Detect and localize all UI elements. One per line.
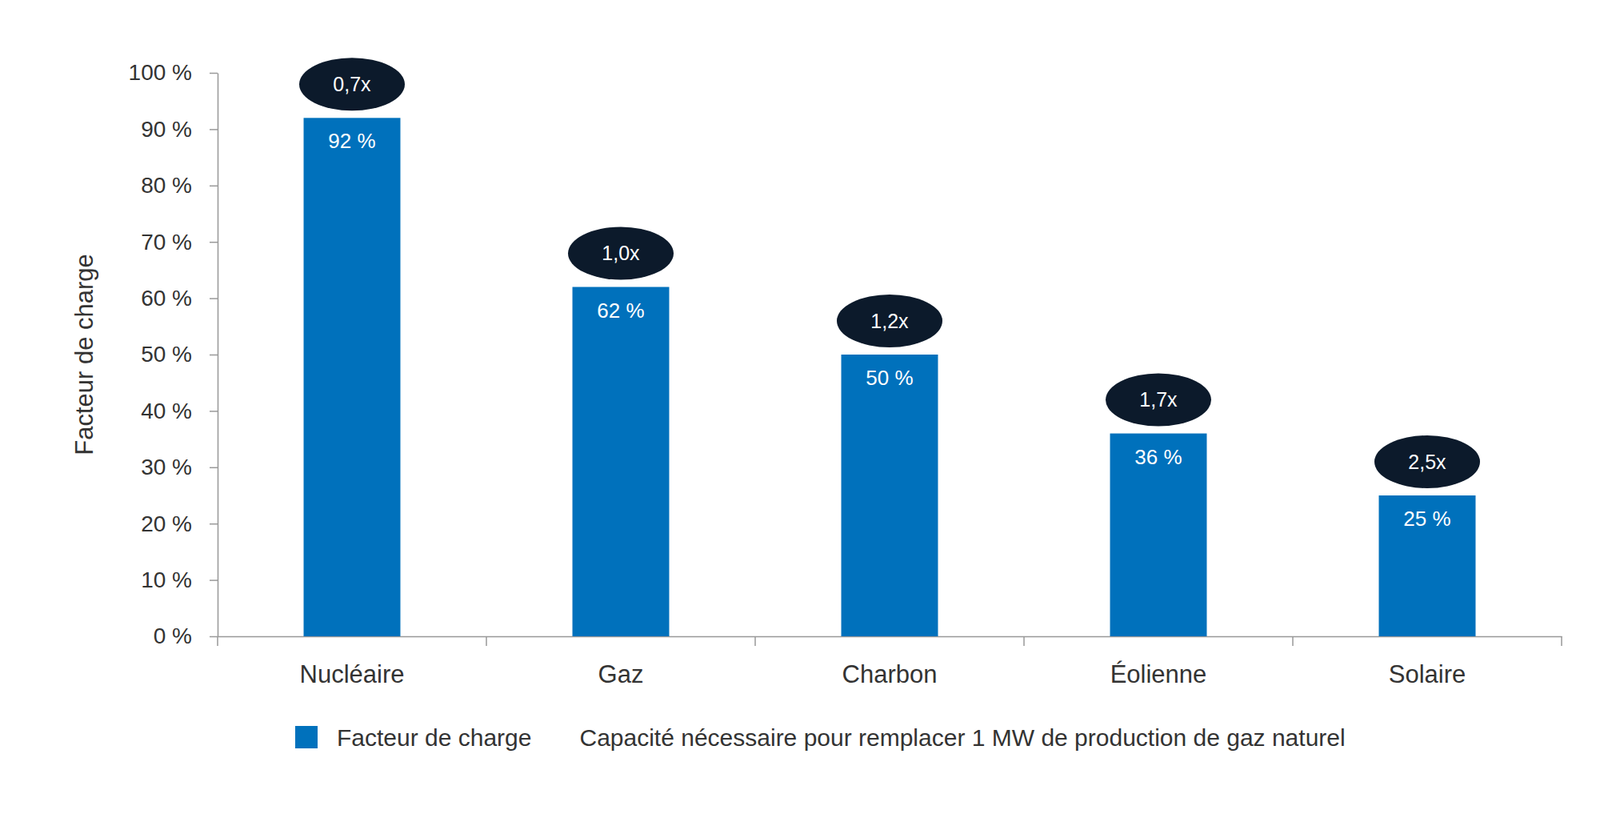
annotation-badge bbox=[568, 227, 674, 280]
legend-label: Capacité nécessaire pour remplacer 1 MW … bbox=[579, 724, 1345, 751]
y-tick-label: 40 % bbox=[140, 398, 192, 424]
y-tick: 50 % bbox=[140, 341, 218, 367]
x-tick: Nucléaire bbox=[300, 636, 405, 688]
y-tick-label: 80 % bbox=[140, 172, 192, 198]
data-label: 50 % bbox=[865, 365, 913, 390]
category-separator bbox=[216, 636, 219, 646]
bar bbox=[304, 117, 401, 636]
category-separators bbox=[217, 636, 1562, 646]
y-tick: 0 % bbox=[153, 623, 218, 648]
bar bbox=[1379, 495, 1476, 636]
annotation-badge bbox=[836, 294, 943, 348]
y-tick-mark bbox=[209, 185, 218, 188]
y-axis: 0 % 10 % 20 % 30 % 40 % 50 % 60 % 70 % 80 % 90 % 1… bbox=[128, 60, 219, 648]
plot: 0 % 10 % 20 % 30 % 40 % 50 % 60 % 70 % 80 % 90 % 1… bbox=[128, 57, 1563, 688]
y-tick-label: 70 % bbox=[140, 229, 192, 255]
y-tick-label: 100 % bbox=[128, 60, 192, 85]
legend: Facteur de charge Capacité nécessaire pou… bbox=[295, 724, 1346, 751]
y-tick-label: 50 % bbox=[140, 341, 192, 367]
data-label: 36 % bbox=[1134, 444, 1182, 469]
category-separator bbox=[485, 636, 488, 646]
data-label: 92 % bbox=[328, 128, 376, 153]
legend-item: Facteur de charge bbox=[295, 724, 532, 751]
annotation-label: 0,7x bbox=[332, 72, 372, 96]
x-tick-label: Nucléaire bbox=[300, 660, 405, 688]
x-tick-label: Charbon bbox=[842, 660, 938, 688]
y-axis-title: Facteur de charge bbox=[70, 253, 99, 456]
category-separator bbox=[1560, 636, 1563, 646]
y-tick-label: 60 % bbox=[140, 285, 192, 311]
y-tick-mark bbox=[209, 636, 218, 638]
y-tick: 40 % bbox=[140, 398, 218, 424]
bar bbox=[841, 354, 939, 636]
y-tick-mark bbox=[209, 410, 218, 412]
category-separator bbox=[1292, 636, 1294, 646]
x-tick: Charbon bbox=[842, 636, 938, 688]
category-separator bbox=[754, 636, 756, 646]
y-tick-label: 30 % bbox=[140, 454, 192, 480]
bar bbox=[1110, 433, 1208, 636]
bar bbox=[572, 287, 670, 636]
y-tick-label: 0 % bbox=[153, 623, 192, 648]
y-tick-mark bbox=[209, 579, 218, 581]
annotation-label: 2,5x bbox=[1408, 450, 1447, 473]
y-tick-mark bbox=[209, 467, 218, 469]
x-tick: Éolienne bbox=[1110, 636, 1208, 688]
y-tick: 10 % bbox=[140, 567, 218, 592]
x-tick-label: Éolienne bbox=[1110, 660, 1208, 688]
legend-item: Capacité nécessaire pour remplacer 1 MW … bbox=[579, 724, 1345, 751]
legend-label: Facteur de charge bbox=[336, 724, 532, 751]
legend-swatch bbox=[295, 725, 318, 748]
y-tick: 70 % bbox=[140, 229, 218, 255]
data-label: 62 % bbox=[596, 298, 644, 323]
y-tick-mark bbox=[209, 523, 218, 525]
y-tick: 60 % bbox=[140, 285, 218, 311]
x-tick: Gaz bbox=[598, 636, 644, 688]
annotations: 0,7x 1,0x 1,2x 1,7x 2,5x bbox=[299, 57, 1480, 488]
y-tick-mark bbox=[209, 241, 218, 244]
annotation-badge bbox=[1105, 373, 1212, 427]
y-tick: 100 % bbox=[128, 60, 218, 85]
annotation-badge bbox=[299, 57, 405, 111]
y-tick: 20 % bbox=[140, 511, 218, 536]
y-tick: 80 % bbox=[140, 172, 218, 198]
y-tick: 90 % bbox=[140, 116, 218, 142]
y-tick-label: 20 % bbox=[140, 511, 192, 536]
x-tick-label: Solaire bbox=[1388, 660, 1467, 688]
annotation-label: 1,2x bbox=[870, 309, 909, 332]
x-tick: Solaire bbox=[1388, 636, 1467, 688]
annotation-label: 1,0x bbox=[601, 241, 640, 264]
y-tick-mark bbox=[209, 297, 218, 300]
annotation-label: 1,7x bbox=[1139, 388, 1178, 411]
bars bbox=[304, 117, 1476, 636]
category-separator bbox=[1023, 636, 1025, 646]
y-tick-label: 10 % bbox=[140, 567, 192, 592]
y-tick-mark bbox=[209, 354, 218, 356]
annotation-badge bbox=[1374, 435, 1480, 488]
data-label: 25 % bbox=[1403, 506, 1451, 531]
y-tick-mark bbox=[209, 72, 218, 75]
y-tick: 30 % bbox=[140, 454, 218, 480]
chart: 0 % 10 % 20 % 30 % 40 % 50 % 60 % 70 % 80 % 90 % 1… bbox=[0, 0, 1600, 834]
y-tick-label: 90 % bbox=[140, 116, 192, 142]
x-axis: Nucléaire Gaz Charbon Éolienne Solaire bbox=[217, 636, 1563, 688]
labels: 92 % 62 % 50 % 36 % 25 % bbox=[328, 128, 1451, 531]
y-tick-mark bbox=[209, 128, 218, 131]
x-tick-label: Gaz bbox=[598, 660, 644, 688]
